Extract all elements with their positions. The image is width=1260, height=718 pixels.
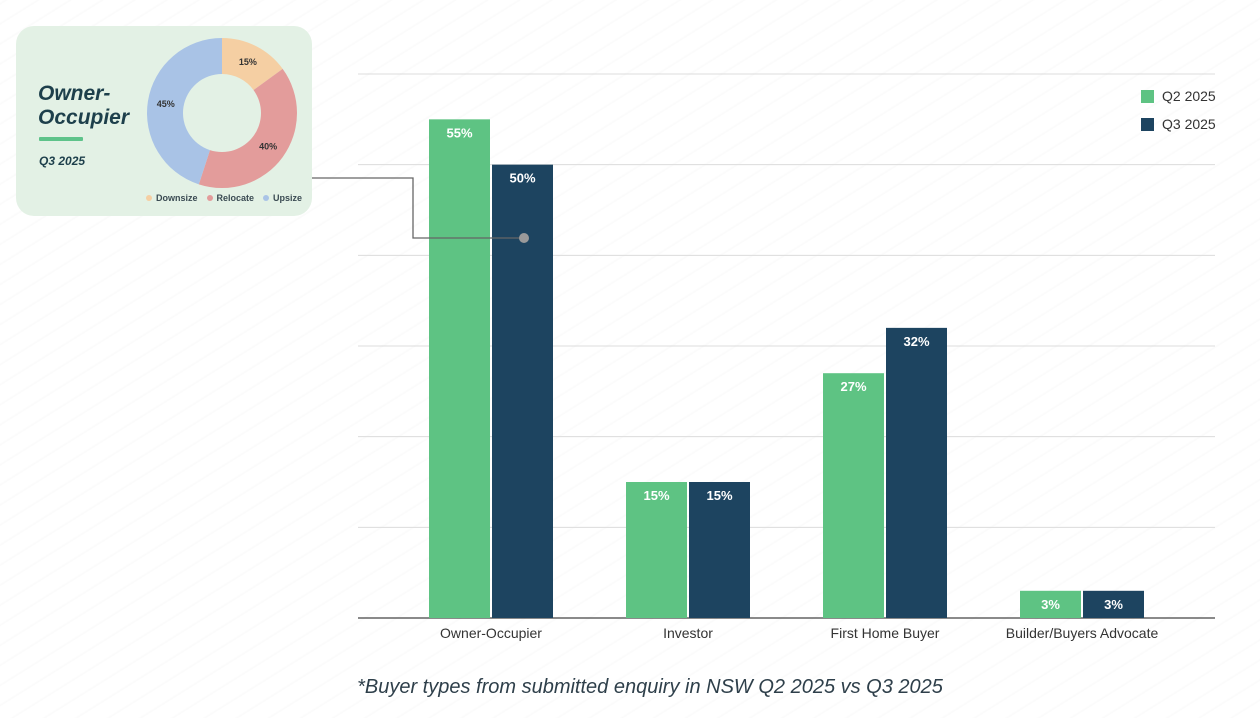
bar-investor-q2-2025[interactable]	[626, 482, 687, 618]
callout-title-line2: Occupier	[38, 106, 130, 129]
donut-legend-label: Upsize	[273, 193, 303, 203]
donut-legend-label: Relocate	[216, 193, 255, 203]
category-label: Builder/Buyers Advocate	[1006, 625, 1159, 641]
bar-value-label: 3%	[1041, 597, 1060, 612]
bar-builder-buyers-advocate-q3-2025[interactable]	[1083, 590, 1144, 618]
donut-slice-upsize[interactable]	[147, 38, 222, 185]
donut-chart: 15% 40% 45%	[147, 38, 297, 188]
bar-builder-buyers-advocate-q2-2025[interactable]	[1020, 590, 1081, 618]
bar-owner-occupier-q3-2025[interactable]	[492, 164, 553, 618]
legend-swatch	[1141, 118, 1154, 131]
donut-slice-label: 40%	[259, 142, 277, 152]
category-label: First Home Buyer	[831, 625, 940, 641]
donut-slice-relocate[interactable]	[198, 68, 297, 188]
category-label: Investor	[663, 625, 713, 641]
bar-investor-q3-2025[interactable]	[689, 482, 750, 618]
legend-dot	[146, 195, 152, 201]
callout-period: Q3 2025	[39, 154, 86, 168]
bars	[429, 119, 1144, 618]
donut-legend-item-upsize: Upsize	[263, 193, 302, 203]
legend-label[interactable]: Q2 2025	[1162, 88, 1216, 104]
donut-legend-label: Downsize	[156, 193, 198, 203]
bar-value-label: 15%	[643, 488, 669, 503]
chart-legend[interactable]: Q2 2025 Q3 2025	[1141, 88, 1216, 132]
donut-slice-label: 15%	[239, 57, 257, 67]
callout-title: Owner- Occupier	[38, 82, 148, 130]
donut-slice-downsize[interactable]	[222, 38, 283, 91]
category-label: Owner-Occupier	[440, 625, 542, 641]
connector-line	[300, 177, 524, 239]
bar-first-home-buyer-q2-2025[interactable]	[823, 373, 884, 618]
bar-value-labels: 55% 50% 15% 15% 27% 32% 3% 3%	[446, 125, 1123, 611]
donut-legend: Downsize Relocate Upsize	[146, 193, 302, 203]
bar-value-label: 15%	[706, 488, 732, 503]
connector-end-dot	[519, 233, 529, 243]
bar-value-label: 50%	[509, 171, 535, 186]
bar-owner-occupier-q2-2025[interactable]	[429, 119, 490, 618]
category-labels: Owner-Occupier Investor First Home Buyer Bu…	[440, 625, 1158, 641]
donut-slice-label: 45%	[157, 99, 175, 109]
callout-title-underline	[39, 137, 83, 141]
donut-legend-item-downsize: Downsize	[146, 193, 198, 203]
bar-value-label: 32%	[903, 334, 929, 349]
bar-first-home-buyer-q3-2025[interactable]	[886, 327, 947, 618]
bar-value-label: 27%	[840, 379, 866, 394]
legend-swatch	[1141, 90, 1154, 103]
bar-value-label: 55%	[446, 125, 472, 140]
callout-title-line1: Owner-	[38, 82, 111, 105]
legend-dot	[263, 195, 270, 201]
chart-footnote: *Buyer types from submitted enquiry in N…	[357, 676, 943, 698]
owner-occupier-callout-card: Owner- Occupier Q3 2025 15% 40% 45% Downsi…	[16, 26, 312, 216]
legend-dot	[206, 195, 213, 201]
legend-label[interactable]: Q3 2025	[1162, 116, 1216, 132]
bar-value-label: 3%	[1104, 597, 1123, 612]
donut-legend-item-relocate: Relocate	[206, 193, 255, 203]
